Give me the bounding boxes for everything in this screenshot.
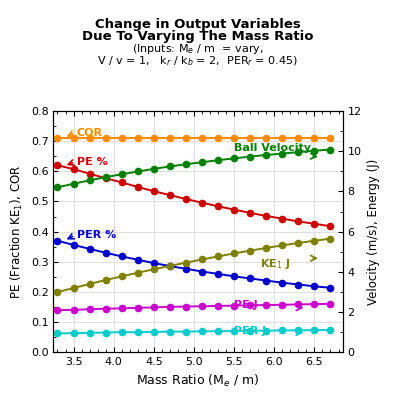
Text: PER J: PER J: [234, 326, 266, 336]
Text: V / v = 1,   k$_r$ / k$_b$ = 2,  PER$_r$ = 0.45): V / v = 1, k$_r$ / k$_b$ = 2, PER$_r$ = …: [97, 55, 299, 68]
Text: COR: COR: [77, 128, 103, 138]
Text: KE$_1$ J: KE$_1$ J: [260, 257, 290, 271]
Text: Due To Varying The Mass Ratio: Due To Varying The Mass Ratio: [82, 30, 314, 43]
Text: PER %: PER %: [77, 230, 116, 240]
Text: (Inputs: M$_e$ / m  = vary,: (Inputs: M$_e$ / m = vary,: [132, 42, 264, 56]
Y-axis label: PE (Fraction KE$_1$), COR: PE (Fraction KE$_1$), COR: [9, 164, 25, 299]
Y-axis label: Velocity (m/s), Energy (J): Velocity (m/s), Energy (J): [367, 158, 380, 305]
Text: Change in Output Variables: Change in Output Variables: [95, 18, 301, 31]
Text: PE %: PE %: [77, 157, 107, 167]
X-axis label: Mass Ratio (M$_e$ / m): Mass Ratio (M$_e$ / m): [136, 373, 260, 389]
Text: Ball Velocity: Ball Velocity: [234, 143, 311, 153]
Text: PE J: PE J: [234, 300, 258, 310]
